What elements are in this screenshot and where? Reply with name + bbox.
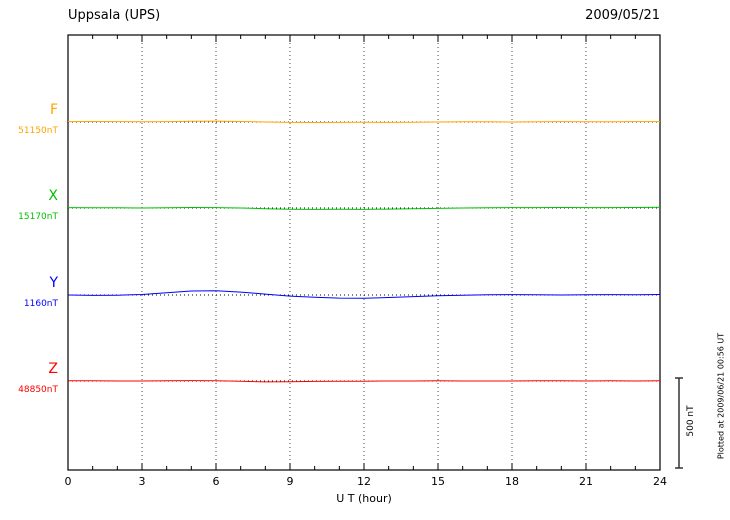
channel-label-x: X — [48, 188, 58, 204]
channel-label-y: Y — [49, 275, 58, 291]
x-tick-label: 12 — [357, 475, 371, 488]
x-tick-label: 18 — [505, 475, 519, 488]
x-tick-label: 6 — [212, 475, 220, 488]
x-tick-label: 24 — [653, 475, 667, 488]
x-tick-label: 15 — [431, 475, 445, 488]
plot-date: 2009/05/21 — [585, 8, 660, 23]
x-tick-label: 21 — [579, 475, 593, 488]
x-tick-label: 3 — [138, 475, 146, 488]
x-tick-label: 0 — [64, 475, 72, 488]
channel-baseline-z: 48850nT — [18, 385, 58, 395]
x-axis-label: U T (hour) — [336, 492, 392, 505]
plotted-at-note: Plotted at 2009/06/21 00:56 UT — [716, 332, 726, 460]
scale-bar-label: 500 nT — [686, 405, 696, 437]
station-title: Uppsala (UPS) — [68, 8, 161, 23]
channel-label-z: Z — [48, 361, 58, 377]
channel-baseline-y: 1160nT — [23, 299, 58, 309]
channel-baseline-f: 51150nT — [18, 126, 58, 136]
x-tick-label: 9 — [286, 475, 294, 488]
channel-label-f: F — [49, 102, 58, 118]
channel-baseline-x: 15170nT — [18, 212, 58, 222]
